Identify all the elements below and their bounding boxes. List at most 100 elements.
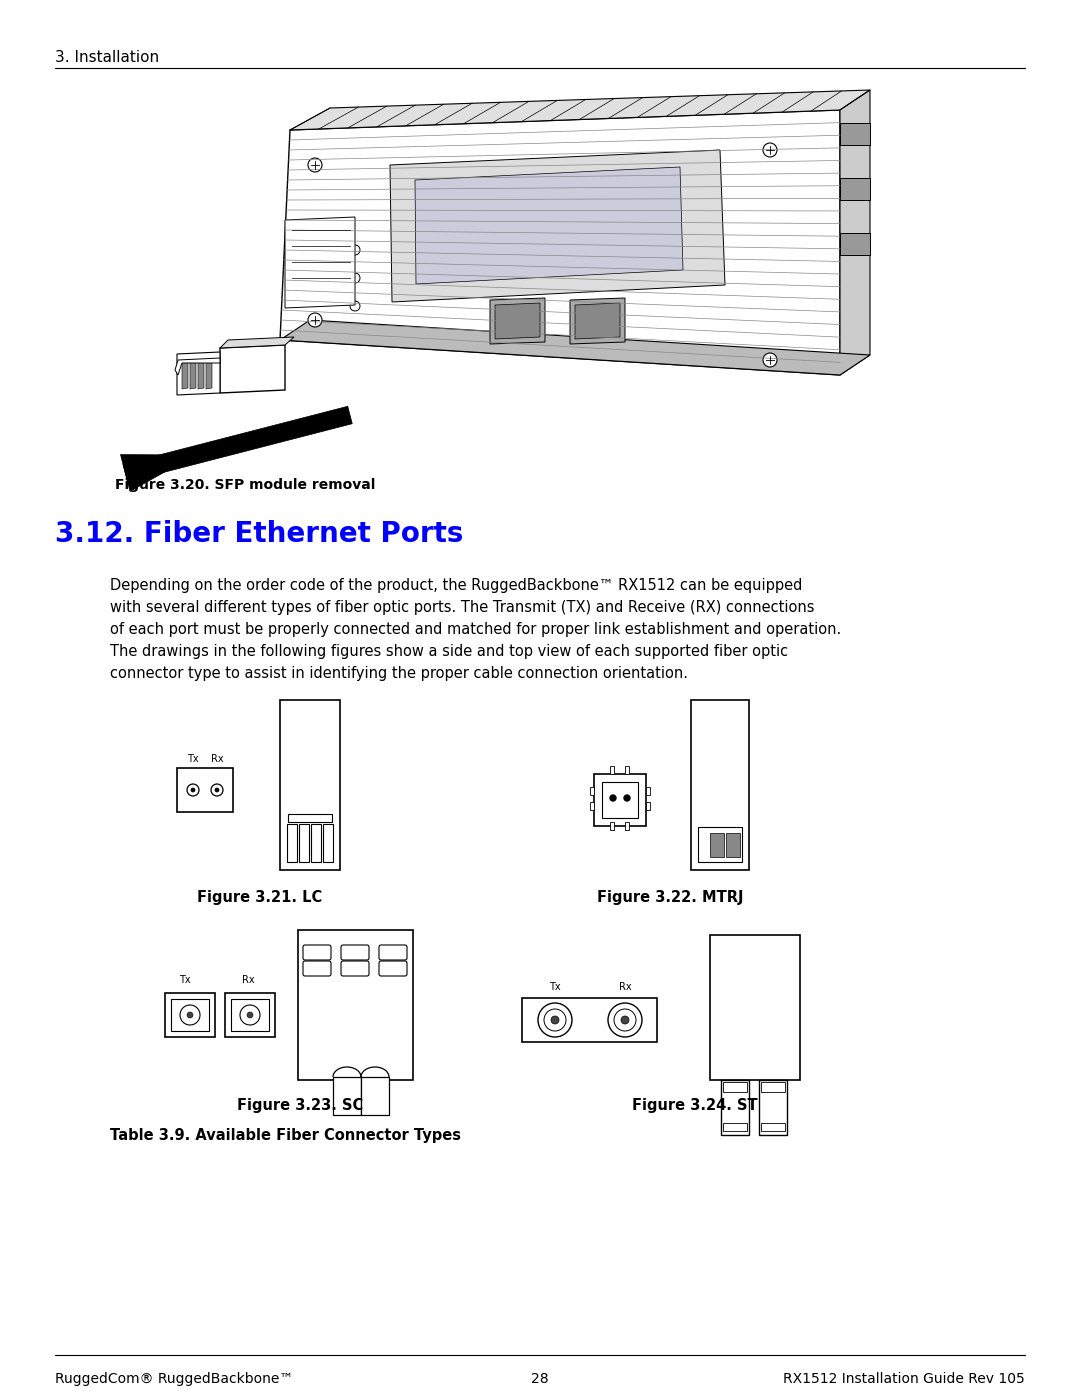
Circle shape — [610, 795, 616, 800]
Bar — [311, 824, 321, 862]
Bar — [625, 766, 629, 774]
Circle shape — [762, 142, 777, 156]
FancyBboxPatch shape — [341, 944, 369, 960]
Bar — [726, 833, 740, 856]
Bar — [646, 787, 650, 795]
Bar — [610, 821, 615, 830]
Polygon shape — [570, 298, 625, 344]
Polygon shape — [415, 168, 683, 284]
Circle shape — [211, 784, 222, 796]
Text: Tx: Tx — [550, 982, 561, 992]
Bar — [723, 1123, 747, 1132]
Text: of each port must be properly connected and matched for proper link establishmen: of each port must be properly connected … — [110, 622, 841, 637]
FancyBboxPatch shape — [303, 944, 330, 960]
Bar — [280, 700, 340, 870]
Polygon shape — [280, 320, 870, 374]
Polygon shape — [291, 89, 870, 130]
Bar — [610, 766, 615, 774]
Circle shape — [215, 788, 219, 792]
Bar — [323, 824, 333, 862]
Text: Rx: Rx — [242, 975, 254, 985]
Circle shape — [624, 795, 630, 800]
Circle shape — [240, 1004, 260, 1025]
Bar — [361, 1077, 389, 1115]
Bar — [721, 1080, 750, 1134]
Text: 3. Installation: 3. Installation — [55, 50, 159, 66]
Polygon shape — [198, 360, 204, 388]
Circle shape — [308, 158, 322, 172]
Text: Figure 3.23. SC: Figure 3.23. SC — [237, 1098, 363, 1113]
Bar — [710, 935, 800, 1080]
Polygon shape — [123, 407, 352, 482]
Polygon shape — [575, 303, 620, 339]
Text: Rx: Rx — [619, 982, 632, 992]
Bar — [522, 997, 657, 1042]
Text: RX1512 Installation Guide Rev 105: RX1512 Installation Guide Rev 105 — [783, 1372, 1025, 1386]
Circle shape — [180, 1004, 200, 1025]
Bar — [710, 833, 724, 856]
Circle shape — [615, 1009, 636, 1031]
Polygon shape — [840, 89, 870, 374]
Text: Table 3.9. Available Fiber Connector Types: Table 3.9. Available Fiber Connector Typ… — [110, 1127, 461, 1143]
Polygon shape — [206, 360, 212, 388]
Polygon shape — [490, 298, 545, 344]
Bar — [723, 1083, 747, 1092]
Circle shape — [544, 1009, 566, 1031]
Polygon shape — [280, 110, 840, 374]
Bar — [333, 1077, 361, 1115]
Text: Rx: Rx — [211, 754, 224, 764]
Circle shape — [350, 244, 360, 256]
Text: with several different types of fiber optic ports. The Transmit (TX) and Receive: with several different types of fiber op… — [110, 599, 814, 615]
Bar — [646, 802, 650, 810]
FancyBboxPatch shape — [303, 961, 330, 977]
Text: Tx: Tx — [187, 754, 199, 764]
Bar — [594, 774, 646, 826]
Bar — [299, 824, 309, 862]
Bar — [761, 1083, 785, 1092]
Circle shape — [350, 300, 360, 312]
Bar — [225, 993, 275, 1037]
Bar — [761, 1123, 785, 1132]
Bar — [590, 787, 594, 795]
Text: 3.12. Fiber Ethernet Ports: 3.12. Fiber Ethernet Ports — [55, 520, 463, 548]
Bar — [840, 123, 870, 145]
FancyBboxPatch shape — [379, 961, 407, 977]
Circle shape — [551, 1016, 559, 1024]
Bar — [298, 930, 413, 1080]
Bar — [171, 999, 210, 1031]
Bar — [698, 827, 742, 862]
Circle shape — [608, 1003, 642, 1037]
Circle shape — [247, 1011, 253, 1018]
Circle shape — [762, 353, 777, 367]
Text: Figure 3.21. LC: Figure 3.21. LC — [198, 890, 323, 905]
Polygon shape — [121, 454, 195, 492]
Bar — [288, 814, 332, 821]
Text: Figure 3.24. ST: Figure 3.24. ST — [632, 1098, 758, 1113]
FancyBboxPatch shape — [379, 944, 407, 960]
Bar — [840, 177, 870, 200]
Polygon shape — [495, 303, 540, 339]
Polygon shape — [175, 358, 220, 374]
Bar — [165, 993, 215, 1037]
Circle shape — [350, 272, 360, 284]
Text: Figure 3.20. SFP module removal: Figure 3.20. SFP module removal — [114, 478, 376, 492]
Polygon shape — [390, 149, 725, 302]
Text: Tx: Tx — [179, 975, 191, 985]
Polygon shape — [190, 360, 195, 388]
Bar — [759, 1080, 787, 1134]
Text: Depending on the order code of the product, the RuggedBackbone™ RX1512 can be eq: Depending on the order code of the produ… — [110, 578, 802, 592]
Text: Figure 3.22. MTRJ: Figure 3.22. MTRJ — [597, 890, 743, 905]
Bar — [602, 782, 638, 819]
Bar — [177, 768, 233, 812]
Polygon shape — [177, 352, 220, 395]
Bar — [590, 802, 594, 810]
Text: 28: 28 — [531, 1372, 549, 1386]
Polygon shape — [220, 337, 294, 348]
Circle shape — [308, 313, 322, 327]
Bar — [840, 233, 870, 256]
Text: connector type to assist in identifying the proper cable connection orientation.: connector type to assist in identifying … — [110, 666, 688, 680]
Circle shape — [538, 1003, 572, 1037]
Polygon shape — [183, 360, 188, 388]
Circle shape — [187, 784, 199, 796]
Circle shape — [187, 1011, 193, 1018]
